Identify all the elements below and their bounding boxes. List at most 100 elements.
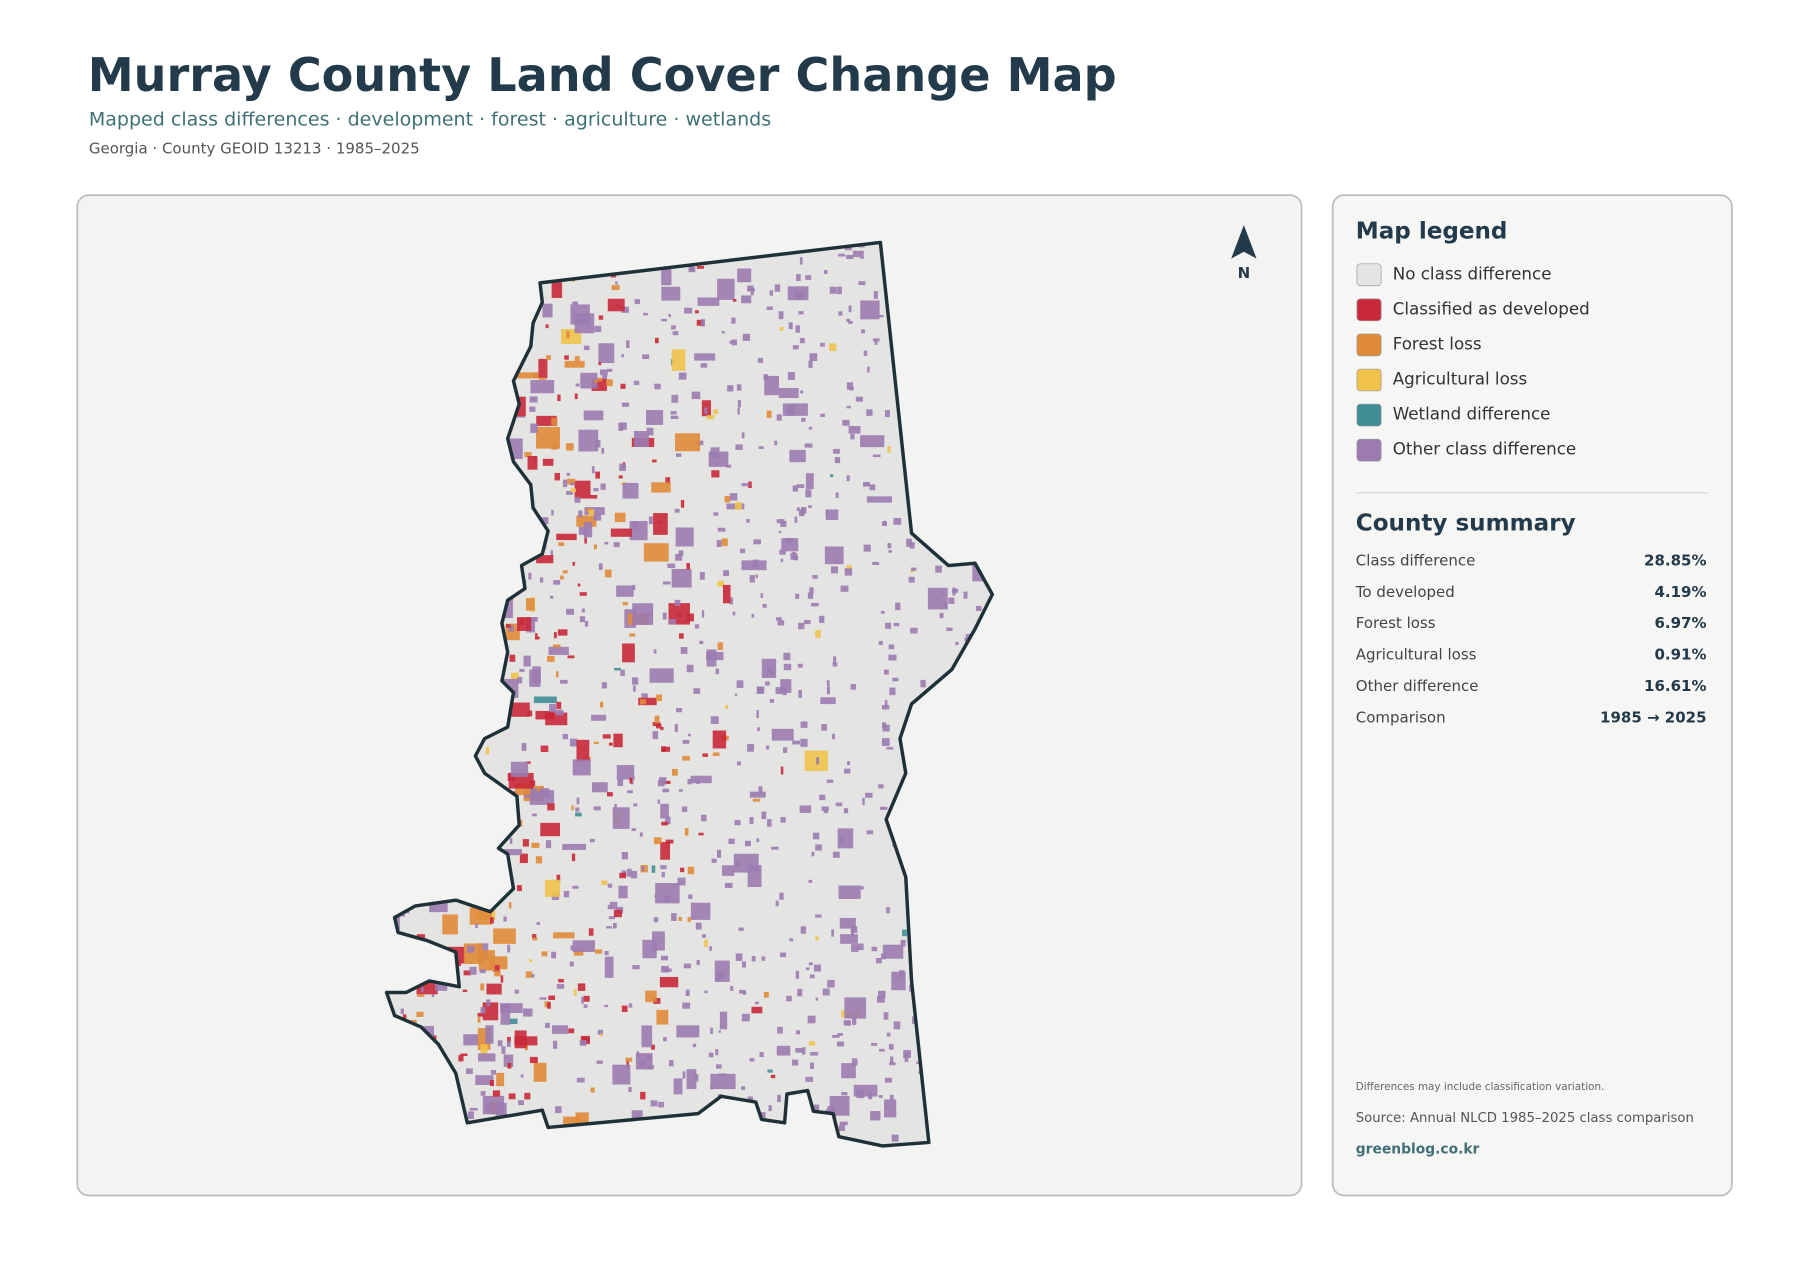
change-patch [846,565,852,571]
change-patch [539,997,547,1000]
change-patch [701,610,705,618]
change-patch [570,945,574,951]
change-patch [963,591,968,599]
change-patch [574,497,581,503]
change-patch [893,622,900,627]
change-patch [741,1013,750,1022]
change-patch [686,613,694,622]
summary-label: Comparison [1356,708,1446,726]
change-patch [775,900,779,907]
change-patch [883,520,887,525]
change-patch [578,526,588,535]
change-patch [563,890,570,898]
change-patch [626,340,630,349]
change-patch [878,990,886,998]
change-patch [829,286,837,294]
change-patch [759,1052,764,1058]
change-patch [486,983,502,995]
change-patch [789,449,806,463]
change-patch [780,679,792,693]
change-patch [696,959,700,966]
change-patch [843,1020,851,1026]
change-patch [891,1134,899,1142]
change-patch [632,603,654,625]
change-patch [521,742,527,751]
change-patch [714,977,721,982]
change-patch [670,411,677,415]
change-patch [837,1033,844,1036]
change-patch [779,327,784,331]
change-patch [842,419,850,426]
change-patch [478,950,495,971]
change-patch [769,290,774,296]
change-patch [824,546,844,565]
change-patch [678,916,682,921]
change-patch [761,956,766,961]
change-patch [566,490,573,495]
change-patch [583,522,593,538]
change-patch [837,286,842,295]
change-patch [500,975,504,983]
change-patch [879,1048,885,1052]
change-patch [718,1030,721,1033]
change-patch [872,454,881,458]
change-patch [581,608,585,613]
change-patch [539,577,544,583]
change-patch [717,527,726,532]
change-patch [529,406,536,412]
change-patch [742,991,747,995]
change-patch [860,250,864,259]
change-patch [886,747,894,750]
change-patch [556,984,565,989]
change-patch [579,616,586,623]
change-patch [533,696,557,704]
change-patch [560,679,568,684]
change-patch [910,569,914,573]
change-patch [417,994,425,997]
change-patch [589,494,598,499]
change-patch [525,971,533,978]
change-patch [678,372,687,380]
change-patch [669,619,676,625]
change-patch [674,508,680,513]
legend-swatch [1356,263,1382,287]
change-patch [517,676,523,684]
change-patch [660,803,669,819]
change-patch [670,415,679,419]
change-patch [588,928,594,936]
change-patch [466,1068,473,1074]
change-patch [594,379,598,383]
change-patch [767,819,772,827]
change-patch [799,257,803,265]
change-patch [507,944,511,953]
change-patch [569,961,574,967]
change-patch [551,442,558,450]
change-patch [721,331,725,334]
change-patch [860,300,880,320]
change-patch [662,746,671,752]
change-patch [823,809,828,814]
change-patch [764,375,780,396]
change-patch [760,593,763,598]
change-patch [540,745,549,752]
change-patch [652,731,659,740]
change-patch [584,507,605,515]
change-patch [659,976,679,988]
change-patch [790,552,798,560]
change-patch [722,865,735,876]
change-patch [851,929,855,937]
change-patch [656,723,662,729]
change-patch [675,433,701,452]
change-patch [508,902,512,909]
change-patch [514,372,539,379]
change-patch [569,738,578,747]
change-patch [686,664,694,673]
change-patch [810,1052,819,1056]
change-patch [493,965,500,972]
change-patch [799,805,812,813]
change-patch [904,1054,909,1062]
change-patch [469,1107,478,1111]
change-patch [848,320,853,324]
change-patch [844,246,852,251]
change-patch [751,956,756,962]
